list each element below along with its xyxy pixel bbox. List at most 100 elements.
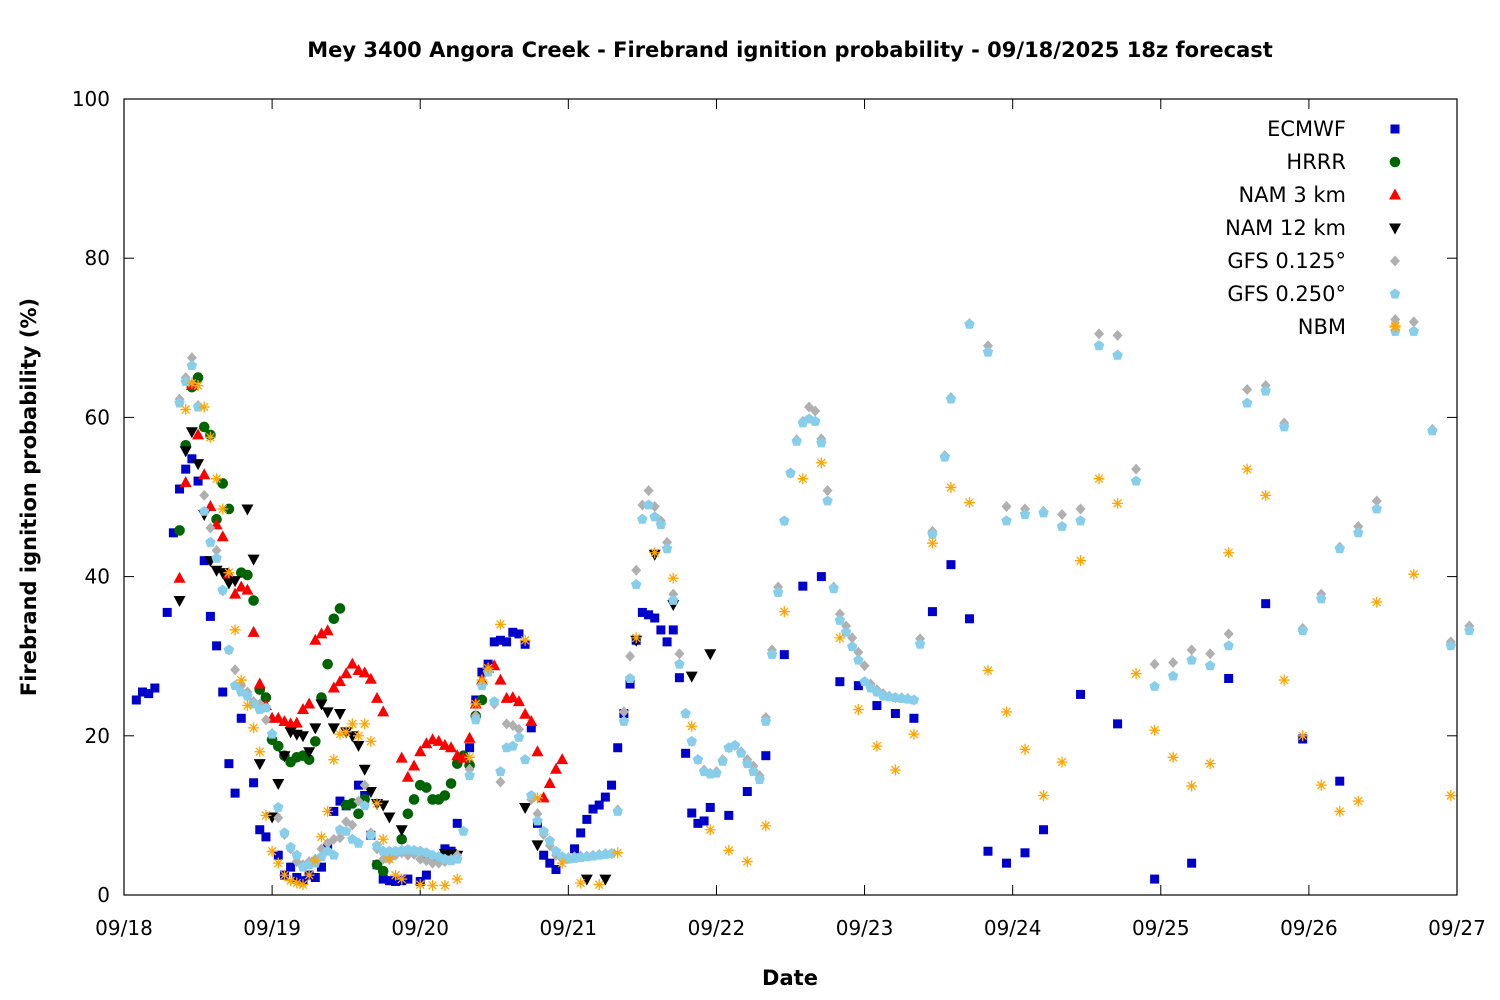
data-point bbox=[655, 519, 667, 530]
data-point bbox=[296, 703, 309, 715]
data-point bbox=[618, 715, 630, 726]
data-point bbox=[1241, 463, 1253, 475]
data-point bbox=[1261, 599, 1271, 609]
data-point bbox=[687, 808, 697, 818]
data-point bbox=[273, 812, 284, 824]
data-point bbox=[174, 397, 185, 408]
data-point bbox=[914, 638, 926, 649]
x-tick-label: 09/18 bbox=[95, 916, 153, 940]
data-point bbox=[346, 731, 359, 743]
data-point bbox=[229, 587, 242, 599]
data-point bbox=[1019, 743, 1031, 755]
data-point bbox=[230, 788, 240, 798]
data-point bbox=[1113, 719, 1123, 729]
data-point bbox=[316, 862, 326, 872]
y-tick-label: 60 bbox=[85, 405, 110, 429]
data-point bbox=[1075, 555, 1087, 567]
data-point bbox=[365, 829, 377, 840]
data-point bbox=[599, 874, 612, 886]
x-tick-label: 09/24 bbox=[984, 916, 1042, 940]
data-point bbox=[175, 484, 185, 494]
data-point bbox=[761, 751, 771, 761]
data-point bbox=[810, 405, 821, 417]
x-tick-label: 09/23 bbox=[836, 916, 894, 940]
data-point bbox=[889, 764, 901, 776]
data-point bbox=[927, 607, 937, 617]
data-point bbox=[1297, 730, 1309, 742]
data-point bbox=[173, 595, 186, 607]
data-point bbox=[334, 832, 345, 844]
data-point bbox=[798, 581, 808, 591]
data-point bbox=[452, 853, 463, 864]
data-point bbox=[278, 751, 291, 763]
data-point bbox=[525, 714, 538, 726]
data-point bbox=[180, 403, 192, 415]
data-point bbox=[440, 844, 450, 854]
data-point bbox=[513, 731, 525, 742]
legend-marker bbox=[1390, 255, 1400, 267]
data-point bbox=[216, 530, 229, 542]
data-point bbox=[1056, 520, 1068, 531]
data-point bbox=[260, 809, 272, 821]
data-point bbox=[1057, 509, 1068, 521]
data-point bbox=[631, 564, 642, 576]
data-point bbox=[476, 674, 488, 686]
data-point bbox=[513, 723, 524, 735]
data-point bbox=[693, 818, 703, 828]
data-point bbox=[1130, 475, 1142, 486]
data-point bbox=[926, 537, 938, 549]
data-point bbox=[797, 473, 809, 485]
data-point bbox=[272, 711, 285, 723]
data-point bbox=[445, 778, 457, 789]
data-point bbox=[717, 755, 728, 766]
data-point bbox=[1150, 874, 1160, 884]
data-point bbox=[463, 731, 476, 743]
data-point bbox=[650, 613, 660, 623]
data-point bbox=[421, 782, 432, 793]
x-tick-label: 09/20 bbox=[391, 916, 449, 940]
data-point bbox=[266, 845, 278, 857]
data-point bbox=[403, 874, 413, 884]
data-point bbox=[1316, 593, 1327, 604]
data-point bbox=[742, 787, 752, 797]
data-point bbox=[556, 857, 568, 869]
data-point bbox=[192, 380, 204, 392]
data-point bbox=[211, 552, 222, 563]
data-point bbox=[297, 879, 309, 891]
data-point bbox=[309, 633, 322, 645]
data-point bbox=[512, 695, 525, 707]
data-point bbox=[198, 421, 210, 433]
data-point bbox=[383, 853, 395, 865]
data-point bbox=[303, 754, 315, 765]
data-point bbox=[186, 352, 197, 364]
data-point bbox=[489, 637, 499, 647]
data-point bbox=[421, 870, 431, 880]
data-point bbox=[377, 865, 389, 877]
data-point bbox=[1223, 628, 1234, 640]
data-point bbox=[946, 560, 956, 570]
data-point bbox=[1168, 657, 1179, 669]
data-point bbox=[538, 825, 549, 836]
data-point bbox=[322, 658, 333, 670]
data-point bbox=[321, 707, 334, 719]
data-point bbox=[205, 611, 215, 621]
data-point bbox=[506, 691, 519, 703]
data-point bbox=[168, 528, 178, 538]
data-point bbox=[272, 740, 284, 752]
data-point bbox=[310, 872, 320, 882]
data-point bbox=[964, 318, 975, 329]
data-point bbox=[470, 714, 481, 725]
data-point bbox=[391, 876, 401, 886]
data-point bbox=[179, 476, 192, 488]
data-point bbox=[365, 735, 377, 747]
legend-label: NAM 3 km bbox=[1238, 183, 1346, 207]
data-point bbox=[643, 485, 654, 497]
data-point bbox=[303, 747, 316, 759]
data-point bbox=[909, 713, 919, 723]
x-axis-ticks: 09/18 09/19 09/20 09/21 09/22 09/23 09/24 09/25… bbox=[95, 99, 1486, 940]
legend-label: GFS 0.125° bbox=[1227, 249, 1346, 273]
data-point bbox=[1149, 658, 1160, 670]
data-point bbox=[354, 780, 364, 790]
data-point bbox=[1315, 779, 1327, 791]
